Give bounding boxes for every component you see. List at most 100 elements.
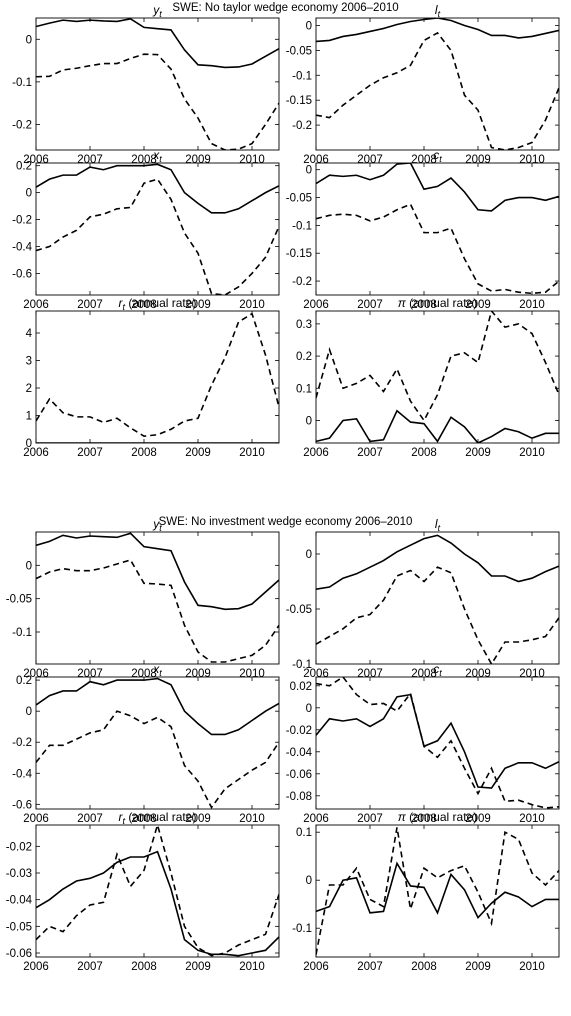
panel-title: π (annual rate): [398, 296, 477, 310]
series-solid-line: [316, 693, 559, 789]
y-tick-label: -0.03: [6, 868, 32, 880]
panel-title: ct: [433, 662, 442, 678]
x-tick-label: 2007: [77, 813, 103, 825]
series-dashed-line: [36, 559, 279, 663]
y-tick-label: -0.05: [6, 921, 32, 933]
plot-frame: [35, 162, 280, 296]
series-solid-line: [36, 850, 279, 957]
y-tick-label: 0: [306, 20, 312, 32]
y-tick-label: 3: [26, 356, 32, 368]
panel-title: yt: [152, 3, 162, 19]
series-dashed-line: [316, 827, 559, 955]
series-solid-line: [316, 18, 559, 43]
series-dashed-line: [36, 710, 279, 809]
panel-title: π (annual rate): [398, 810, 477, 824]
series-solid-line: [316, 409, 559, 443]
plot-frame: [35, 310, 280, 444]
series-solid-line: [36, 163, 279, 214]
y-tick-label: 0: [306, 415, 312, 427]
y-tick-label: 0.3: [296, 319, 312, 331]
x-tick-label: 2009: [185, 299, 211, 311]
x-tick-label: 2010: [519, 961, 545, 973]
panel-title: lt: [435, 517, 441, 533]
x-tick-label: 2009: [185, 447, 211, 459]
y-tick-label: 1: [26, 411, 32, 423]
x-tick-label: 2010: [239, 299, 265, 311]
y-tick-label: 0: [306, 165, 312, 177]
panel-title: rt (annual rate): [119, 810, 197, 826]
y-tick-label: -0.1: [12, 627, 32, 639]
section-title-taylor: SWE: No taylor wedge economy 2006–2010: [172, 2, 399, 14]
y-tick-label: -0.06: [6, 948, 32, 960]
y-tick-label: 4: [26, 328, 33, 340]
series-dashed-line: [36, 825, 279, 957]
panel-title: ct: [433, 148, 442, 164]
x-tick-label: 2007: [357, 447, 383, 459]
x-tick-label: 2010: [239, 813, 265, 825]
y-tick-label: -0.15: [286, 95, 312, 107]
series-solid-line: [36, 677, 279, 736]
plot-frame: [315, 676, 560, 810]
plot-frame: [315, 310, 560, 444]
plot-frame: [35, 531, 280, 665]
y-tick-label: -0.4: [12, 242, 32, 254]
y-tick-label: -0.05: [286, 604, 312, 616]
y-tick-label: -0.05: [286, 193, 312, 205]
x-tick-label: 2008: [131, 299, 157, 311]
panel-title: rt (annual rate): [119, 296, 197, 312]
x-tick-label: 2009: [465, 299, 491, 311]
y-tick-label: 0.2: [296, 351, 312, 363]
plot-frame: [35, 824, 280, 958]
x-tick-label: 2006: [23, 447, 49, 459]
y-tick-label: -0.05: [6, 594, 32, 606]
panel-title: yt: [152, 517, 162, 533]
series-dashed-line: [316, 31, 559, 150]
plot-frame: [315, 162, 560, 296]
y-tick-label: -0.2: [12, 215, 32, 227]
section-title-investment: SWE: No investment wedge economy 2006–20…: [158, 516, 413, 528]
y-tick-label: 0: [26, 438, 32, 450]
y-tick-label: 0.02: [290, 681, 312, 693]
y-tick-label: -0.05: [286, 45, 312, 57]
plot-frame: [35, 676, 280, 810]
y-tick-label: 0.2: [16, 675, 32, 687]
x-tick-label: 2006: [303, 961, 329, 973]
x-tick-label: 2009: [465, 813, 491, 825]
y-tick-label: 0.1: [296, 383, 312, 395]
y-tick-label: 0: [26, 706, 32, 718]
series-dashed-line: [36, 53, 279, 150]
x-tick-label: 2010: [519, 299, 545, 311]
series-dashed-line: [316, 203, 559, 295]
y-tick-label: -0.6: [12, 268, 32, 280]
series-solid-line: [316, 861, 559, 920]
y-tick-label: 0: [306, 549, 312, 561]
x-tick-label: 2010: [239, 447, 265, 459]
panel-title: xt: [152, 662, 162, 678]
y-tick-label: 2: [26, 383, 32, 395]
x-tick-label: 2008: [411, 447, 437, 459]
x-tick-label: 2010: [519, 813, 545, 825]
y-tick-label: -0.02: [6, 841, 32, 853]
x-tick-label: 2009: [465, 447, 491, 459]
x-tick-label: 2008: [131, 447, 157, 459]
y-tick-label: -0.2: [292, 276, 312, 288]
x-tick-label: 2010: [239, 961, 265, 973]
x-tick-label: 2008: [411, 961, 437, 973]
x-tick-label: 2007: [77, 961, 103, 973]
series-dashed-line: [316, 311, 559, 422]
plot-frame: [35, 17, 280, 151]
y-tick-label: 0: [306, 875, 312, 887]
x-tick-label: 2006: [23, 961, 49, 973]
y-tick-label: -0.06: [286, 769, 312, 781]
y-tick-label: -0.04: [286, 747, 313, 759]
y-tick-label: -0.2: [12, 737, 32, 749]
series-solid-line: [36, 18, 279, 69]
y-tick-label: 0: [26, 34, 32, 46]
